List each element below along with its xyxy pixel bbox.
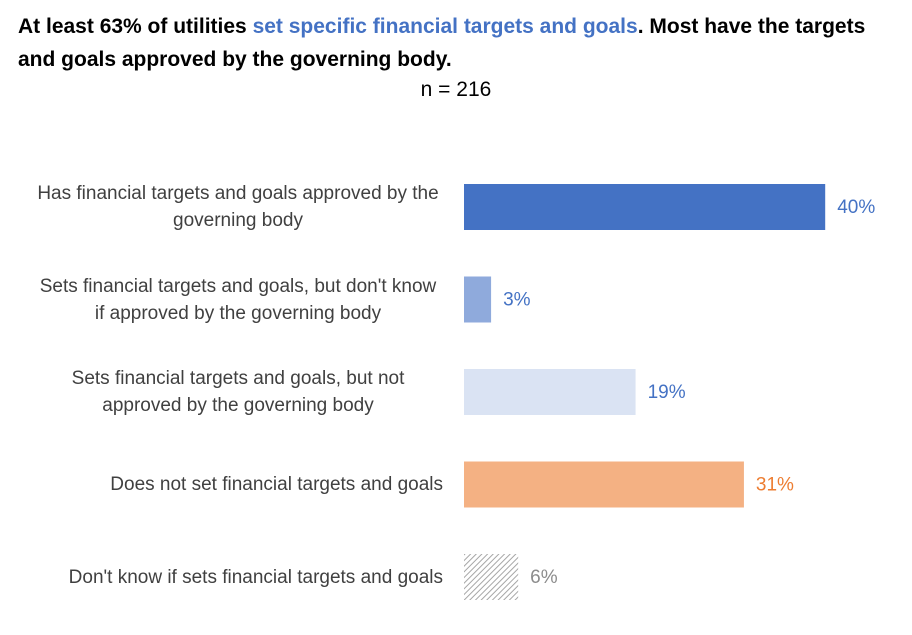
category-label: Does not set financial targets and goals bbox=[20, 471, 443, 498]
bar bbox=[464, 369, 636, 415]
chart-title: At least 63% of utilities set specific f… bbox=[18, 10, 898, 76]
category-label: Don't know if sets financial targets and… bbox=[20, 564, 443, 591]
category-text: Has financial targets and goals approved… bbox=[37, 183, 439, 231]
value-label: 6% bbox=[530, 567, 558, 588]
category-text: Does not set financial targets and goals bbox=[110, 474, 443, 495]
value-label: 31% bbox=[756, 475, 794, 496]
title-part: . Most have the targets and goals approv… bbox=[18, 15, 866, 71]
bar bbox=[464, 184, 826, 230]
value-label: 40% bbox=[837, 197, 875, 218]
category-text: Sets financial targets and goals, but do… bbox=[39, 275, 437, 324]
category-text: Don't know if sets financial targets and… bbox=[68, 566, 443, 588]
category-text: Sets financial targets and goals, but no… bbox=[71, 368, 405, 416]
bar bbox=[464, 276, 492, 323]
subtitle: n = 216 bbox=[420, 78, 492, 101]
category-label: Sets financial targets and goals, but do… bbox=[20, 273, 443, 327]
bar bbox=[464, 554, 519, 600]
bar bbox=[464, 461, 744, 508]
title-part: At least 63% of utilities bbox=[18, 15, 253, 38]
value-label: 19% bbox=[648, 382, 686, 403]
category-label: Has financial targets and goals approved… bbox=[20, 180, 443, 234]
title-highlight: set specific financial targets and goals bbox=[252, 15, 638, 38]
value-label: 3% bbox=[503, 290, 531, 311]
category-label: Sets financial targets and goals, but no… bbox=[20, 365, 443, 419]
